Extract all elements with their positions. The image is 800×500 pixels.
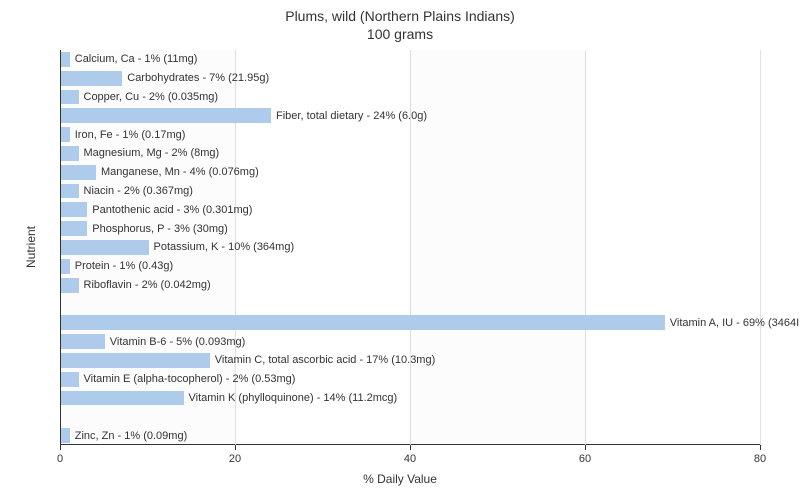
bar-label: Protein - 1% (0.43g) — [75, 260, 173, 272]
gridline — [760, 50, 761, 445]
bar-row: Copper, Cu - 2% (0.035mg) — [60, 88, 760, 107]
bar-row: Vitamin E (alpha-tocopherol) - 2% (0.53m… — [60, 370, 760, 389]
bar-row: Potassium, K - 10% (364mg) — [60, 238, 760, 257]
bar-row: Fiber, total dietary - 24% (6.0g) — [60, 106, 760, 125]
bar-label: Riboflavin - 2% (0.042mg) — [84, 279, 211, 291]
bar-label: Vitamin B-6 - 5% (0.093mg) — [110, 336, 246, 348]
bar-row: Pantothenic acid - 3% (0.301mg) — [60, 200, 760, 219]
bar-row — [60, 407, 760, 426]
bar — [61, 315, 665, 330]
bar-row: Iron, Fe - 1% (0.17mg) — [60, 125, 760, 144]
bar-label: Manganese, Mn - 4% (0.076mg) — [101, 166, 259, 178]
bar — [61, 334, 105, 349]
bar — [61, 52, 70, 67]
bar-row: Vitamin K (phylloquinone) - 14% (11.2mcg… — [60, 389, 760, 408]
x-tick-label: 20 — [229, 453, 241, 465]
bar — [61, 353, 210, 368]
chart-subtitle: 100 grams — [0, 26, 800, 42]
bar-label: Vitamin A, IU - 69% (3464IU) — [670, 317, 800, 329]
bar-row: Carbohydrates - 7% (21.95g) — [60, 69, 760, 88]
y-axis-label: Nutrient — [24, 226, 38, 268]
bar — [61, 428, 70, 443]
x-tick-label: 0 — [57, 453, 63, 465]
x-tick-label: 40 — [404, 453, 416, 465]
bar — [61, 127, 70, 142]
bar — [61, 278, 79, 293]
bar-label: Phosphorus, P - 3% (30mg) — [92, 223, 228, 235]
bar-row: Vitamin B-6 - 5% (0.093mg) — [60, 332, 760, 351]
x-tick — [585, 445, 586, 450]
bar-label: Vitamin C, total ascorbic acid - 17% (10… — [215, 354, 436, 366]
chart-title: Plums, wild (Northern Plains Indians) — [0, 8, 800, 24]
bar-label: Iron, Fe - 1% (0.17mg) — [75, 129, 186, 141]
bar-row: Niacin - 2% (0.367mg) — [60, 182, 760, 201]
bar-row: Protein - 1% (0.43g) — [60, 257, 760, 276]
bar — [61, 71, 122, 86]
bar-label: Carbohydrates - 7% (21.95g) — [127, 72, 269, 84]
bar — [61, 165, 96, 180]
bar-row: Phosphorus, P - 3% (30mg) — [60, 219, 760, 238]
x-tick-label: 60 — [579, 453, 591, 465]
bar-label: Fiber, total dietary - 24% (6.0g) — [276, 110, 427, 122]
bar-row: Zinc, Zn - 1% (0.09mg) — [60, 426, 760, 445]
bar — [61, 259, 70, 274]
bar — [61, 202, 87, 217]
bar-row: Vitamin C, total ascorbic acid - 17% (10… — [60, 351, 760, 370]
bar-row: Riboflavin - 2% (0.042mg) — [60, 276, 760, 295]
x-tick-label: 80 — [754, 453, 766, 465]
bar — [61, 184, 79, 199]
plot-area: Calcium, Ca - 1% (11mg) Carbohydrates - 7… — [60, 50, 760, 445]
bar — [61, 90, 79, 105]
x-tick — [760, 445, 761, 450]
bar-row: Magnesium, Mg - 2% (8mg) — [60, 144, 760, 163]
bar-label: Vitamin K (phylloquinone) - 14% (11.2mcg… — [189, 392, 398, 404]
bar — [61, 240, 149, 255]
bar-row: Calcium, Ca - 1% (11mg) — [60, 50, 760, 69]
x-axis-label: % Daily Value — [0, 472, 800, 486]
bar — [61, 108, 271, 123]
x-tick — [410, 445, 411, 450]
bar — [61, 372, 79, 387]
bar-label: Potassium, K - 10% (364mg) — [154, 241, 295, 253]
bar-label: Calcium, Ca - 1% (11mg) — [75, 53, 198, 65]
x-tick — [235, 445, 236, 450]
bar-label: Copper, Cu - 2% (0.035mg) — [84, 91, 219, 103]
bar-label: Vitamin E (alpha-tocopherol) - 2% (0.53m… — [84, 373, 296, 385]
bar — [61, 221, 87, 236]
bar-row: Manganese, Mn - 4% (0.076mg) — [60, 163, 760, 182]
bar — [61, 391, 184, 406]
bar — [61, 146, 79, 161]
bar-label: Pantothenic acid - 3% (0.301mg) — [92, 204, 252, 216]
nutrient-chart: Plums, wild (Northern Plains Indians) 10… — [0, 0, 800, 500]
bar-row: Vitamin A, IU - 69% (3464IU) — [60, 313, 760, 332]
bar-row — [60, 295, 760, 314]
x-tick — [60, 445, 61, 450]
bar-label: Zinc, Zn - 1% (0.09mg) — [75, 430, 187, 442]
bar-label: Niacin - 2% (0.367mg) — [84, 185, 193, 197]
bar-label: Magnesium, Mg - 2% (8mg) — [84, 147, 220, 159]
